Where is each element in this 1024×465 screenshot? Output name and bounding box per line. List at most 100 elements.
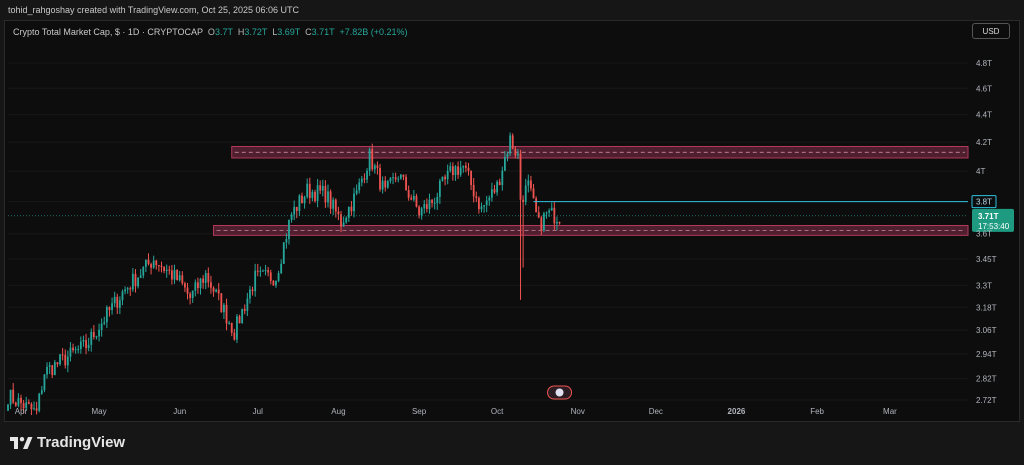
candle-body bbox=[431, 199, 433, 203]
candle-body bbox=[178, 275, 181, 281]
x-tick-label: Aug bbox=[331, 407, 345, 416]
candle-body bbox=[288, 219, 290, 240]
candle-body bbox=[410, 197, 413, 200]
y-tick-label: 3.8T bbox=[976, 198, 992, 207]
candle-body bbox=[392, 177, 394, 179]
x-tick-label: Feb bbox=[810, 407, 824, 416]
candle-body bbox=[160, 265, 163, 268]
candle-body bbox=[38, 393, 41, 411]
candle-body bbox=[272, 280, 275, 286]
candle-body bbox=[381, 180, 384, 190]
candle-body bbox=[230, 322, 233, 333]
candle-body bbox=[108, 307, 111, 311]
candle-body bbox=[27, 402, 30, 404]
candle-body bbox=[303, 196, 306, 204]
candle-body bbox=[462, 165, 465, 168]
candle-body bbox=[126, 288, 129, 290]
candle-body bbox=[241, 308, 244, 324]
y-tick-label: 4.6T bbox=[976, 84, 992, 93]
candle-body bbox=[217, 289, 220, 294]
currency-button[interactable]: USD bbox=[972, 23, 1010, 39]
candle-body bbox=[22, 402, 25, 409]
candle-body bbox=[358, 182, 361, 191]
candle-body bbox=[524, 185, 527, 202]
candle-body bbox=[228, 322, 231, 324]
open-label: O bbox=[207, 27, 215, 37]
candle-body bbox=[386, 181, 389, 188]
candle-body bbox=[412, 195, 415, 200]
event-marker-flag-icon bbox=[555, 388, 564, 397]
candle-body bbox=[519, 153, 522, 200]
candle-body bbox=[113, 296, 116, 304]
candle-body bbox=[517, 153, 519, 156]
candle-body bbox=[269, 272, 272, 281]
candle-body bbox=[556, 222, 558, 224]
x-tick-label: Oct bbox=[491, 407, 504, 416]
candle-body bbox=[355, 190, 358, 194]
low-label: L bbox=[272, 27, 278, 37]
candle-body bbox=[25, 402, 28, 409]
candle-body bbox=[61, 354, 64, 356]
candle-body bbox=[366, 170, 368, 180]
candle-body bbox=[98, 329, 100, 337]
candle-body bbox=[142, 267, 145, 276]
candle-body bbox=[264, 270, 267, 272]
candle-body bbox=[105, 307, 108, 323]
last-price-tag bbox=[972, 208, 1014, 232]
candle-body bbox=[72, 347, 74, 351]
candle-body bbox=[53, 362, 56, 376]
candle-body bbox=[236, 316, 238, 340]
candle-body bbox=[40, 390, 43, 394]
candle-body bbox=[225, 304, 228, 324]
candle-body bbox=[405, 176, 407, 191]
candle-body bbox=[35, 408, 38, 411]
candle-body bbox=[92, 331, 95, 338]
candle-body bbox=[74, 349, 77, 351]
candle-body bbox=[249, 289, 251, 299]
candle-body bbox=[316, 185, 319, 202]
candle-body bbox=[480, 206, 483, 210]
candle-body bbox=[7, 404, 9, 411]
candle-body bbox=[558, 222, 561, 224]
candle-body bbox=[207, 273, 210, 283]
candle-body bbox=[199, 278, 202, 289]
candle-body bbox=[446, 170, 449, 180]
candle-body bbox=[12, 389, 15, 403]
candle-body bbox=[118, 300, 121, 308]
y-axis: 4.8T 4.6T 4.4T 4.2T 4T 3.8T 3.6T 3.45T 3.3T 3.18T… bbox=[976, 59, 997, 405]
candle-body bbox=[163, 267, 166, 271]
candle-body bbox=[485, 200, 488, 206]
high-value: 3.72T bbox=[244, 27, 268, 37]
candle-body bbox=[246, 298, 249, 311]
candle-body bbox=[262, 270, 264, 272]
candle-body bbox=[137, 277, 139, 287]
candle-body bbox=[472, 184, 475, 197]
candle-body bbox=[488, 197, 491, 201]
candle-body bbox=[436, 196, 439, 203]
x-tick-label: Dec bbox=[649, 407, 663, 416]
candle-body bbox=[87, 344, 90, 349]
author-line: tohid_rahgoshay created with TradingView… bbox=[8, 5, 300, 15]
candle-body bbox=[324, 185, 327, 203]
zones bbox=[213, 145, 969, 236]
candle-body bbox=[477, 197, 480, 210]
x-tick-label: Sep bbox=[412, 407, 427, 416]
candle-body bbox=[540, 217, 543, 231]
tradingview-logo[interactable]: TradingView bbox=[9, 434, 125, 451]
candle-body bbox=[550, 207, 553, 211]
candle-body bbox=[464, 165, 467, 168]
candle-body bbox=[340, 214, 342, 227]
open-value: 3.7T bbox=[214, 27, 233, 37]
candle-body bbox=[543, 213, 545, 231]
candle-body bbox=[342, 222, 345, 227]
chart-frame[interactable] bbox=[4, 20, 1020, 422]
candle-body bbox=[394, 177, 397, 180]
change-value: +7.82B (+0.21%) bbox=[339, 27, 408, 37]
close-label: C bbox=[305, 27, 312, 37]
candle-body bbox=[376, 165, 379, 168]
candle-body bbox=[176, 269, 179, 281]
candle-body bbox=[184, 283, 186, 288]
candle-body bbox=[457, 166, 459, 175]
y-tick-label: 3.6T bbox=[976, 230, 992, 239]
